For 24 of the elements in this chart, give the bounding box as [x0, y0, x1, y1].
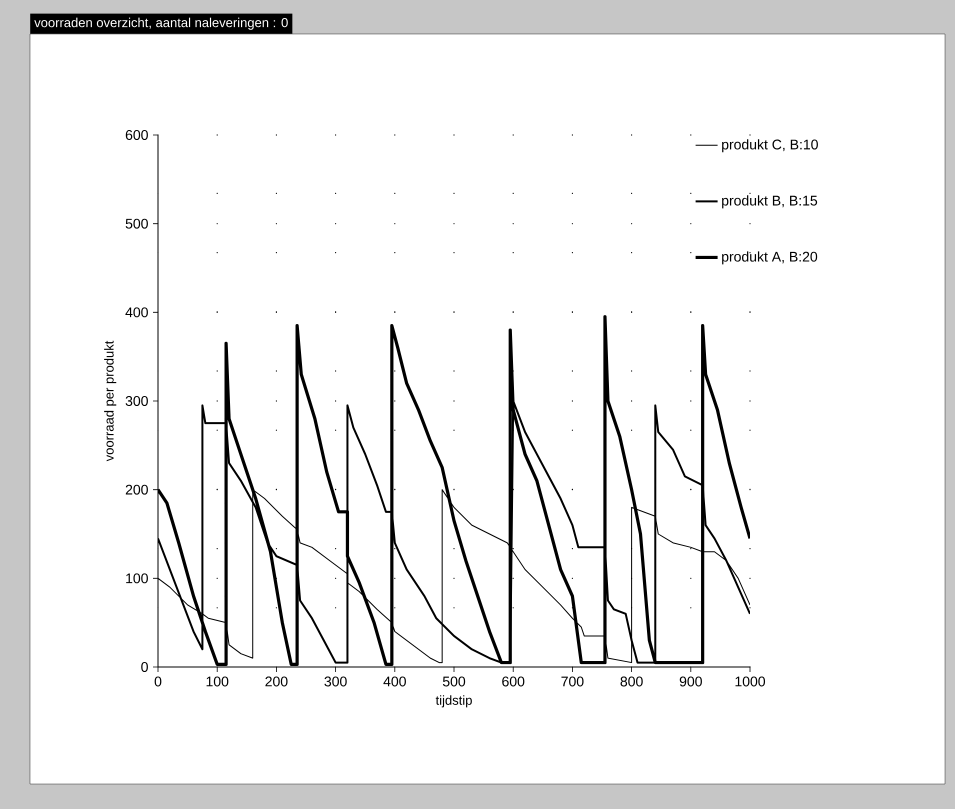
y-tick-label: 0	[141, 662, 148, 672]
legend-label: produkt C, B:10	[722, 139, 818, 152]
y-tick-label: 300	[126, 396, 148, 406]
x-tick-label: 200	[265, 676, 288, 686]
x-axis-title: tijdstip	[436, 695, 472, 708]
x-tick-label: 1000	[736, 676, 766, 686]
y-tick-label: 200	[126, 484, 148, 495]
x-tick-label: 800	[620, 676, 643, 686]
chart-title: voorraden overzicht, aantal naleveringen : 0	[34, 18, 288, 30]
x-tick-label: 100	[206, 676, 228, 686]
x-tick-label: 500	[442, 676, 466, 686]
x-tick-label: 700	[561, 676, 584, 686]
y-tick-label: 400	[125, 307, 148, 318]
y-tick-label: 100	[126, 573, 148, 584]
x-tick-label: 600	[502, 676, 524, 686]
x-tick-label: 0	[154, 676, 162, 686]
x-tick-label: 300	[324, 676, 347, 686]
y-axis-title: voorraad per produkt	[104, 340, 116, 462]
x-tick-label: 900	[680, 676, 702, 686]
y-tick-label: 500	[126, 218, 148, 229]
y-tick-label: 600	[126, 130, 148, 140]
legend-label: produkt A, B:20	[722, 251, 818, 264]
legend-label: produkt B, B:15	[722, 195, 818, 208]
x-tick-label: 400	[383, 676, 406, 686]
